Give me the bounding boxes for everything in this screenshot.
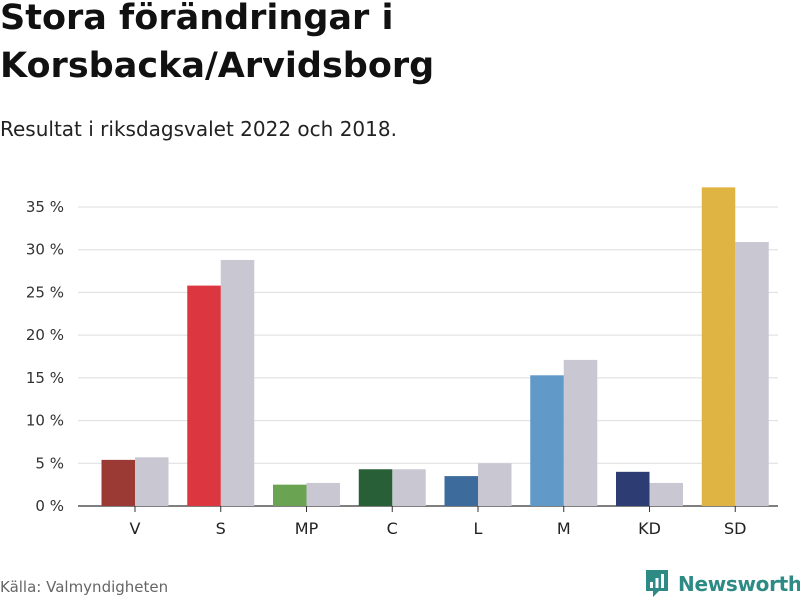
bar-2018-m — [563, 359, 598, 506]
newsworthy-logo-icon — [646, 570, 668, 597]
bar-2022-mp — [273, 484, 307, 506]
bar-2018-kd — [649, 482, 683, 506]
y-tick-label: 5 % — [35, 454, 64, 472]
y-axis: 0 % 5 % 10 % 15 % 20 % 25 % 30 % 35 % — [26, 198, 64, 515]
y-tick-label: 30 % — [26, 241, 64, 259]
bar-2018-s — [220, 259, 255, 506]
bar-2018-mp — [306, 482, 340, 506]
x-tick-label: L — [474, 519, 483, 538]
y-tick-label: 25 % — [26, 283, 64, 301]
y-tick-label: 15 % — [26, 369, 64, 387]
bar-2018-sd — [735, 242, 769, 507]
chart-title: Stora förändringar i Korsbacka/Arvidsbor… — [0, 0, 435, 86]
bar-2022-v — [101, 459, 135, 506]
y-tick-label: 10 % — [26, 412, 64, 430]
x-tick-label: V — [130, 519, 141, 538]
chart-subtitle: Resultat i riksdagsvalet 2022 och 2018. — [0, 117, 397, 141]
bar-2022-l — [444, 476, 478, 506]
bars — [101, 187, 769, 507]
x-tick-label: KD — [638, 519, 661, 538]
bar-2022-sd — [701, 187, 736, 506]
x-tick-label: SD — [724, 519, 746, 538]
bar-2018-c — [392, 469, 426, 506]
x-tick-label: M — [557, 519, 571, 538]
x-tick-label: S — [216, 519, 226, 538]
x-axis: V S MP C L M KD SD — [130, 506, 746, 538]
bar-2022-c — [358, 469, 393, 506]
x-tick-label: C — [387, 519, 398, 538]
bar-2022-kd — [616, 471, 650, 506]
y-tick-label: 20 % — [26, 326, 64, 344]
grid-lines — [78, 206, 778, 507]
x-tick-label: MP — [295, 519, 319, 538]
bar-2022-s — [187, 285, 221, 506]
bar-2018-v — [135, 457, 169, 506]
newsworthy-logo: Newsworthy — [644, 569, 800, 599]
y-tick-label: 0 % — [35, 497, 64, 515]
bar-2018-l — [478, 463, 512, 506]
newsworthy-logo-text: Newsworthy — [678, 572, 800, 596]
bar-2022-m — [530, 375, 564, 506]
source-note: Källa: Valmyndigheten — [0, 578, 169, 596]
y-tick-label: 35 % — [26, 198, 64, 216]
